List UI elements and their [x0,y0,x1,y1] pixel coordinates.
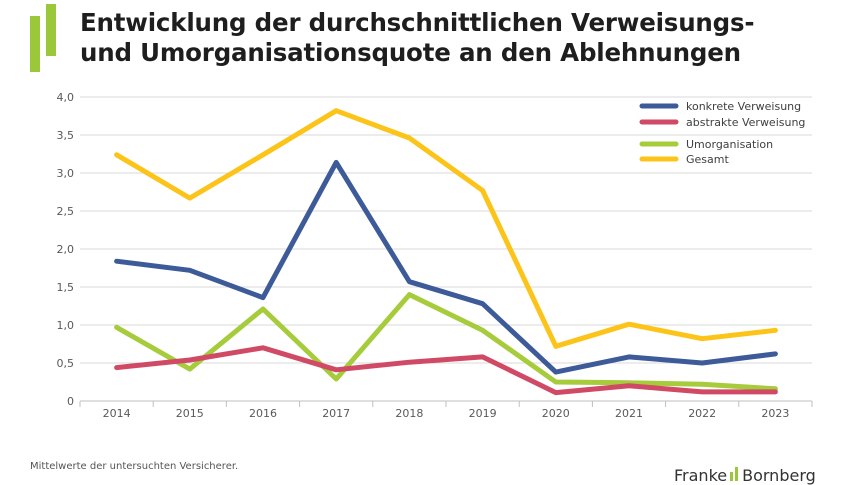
series-line-umorganisation [114,292,778,392]
series-line-konkrete-verweisung [114,159,778,375]
x-tick-label: 2015 [176,407,204,420]
logo-bar-left [30,16,40,72]
y-tick-label: 0,5 [57,357,75,370]
x-tick-label: 2022 [688,407,716,420]
y-tick-label: 3,5 [57,129,75,142]
x-tick-label: 2018 [395,407,423,420]
y-tick-label: 2,0 [57,243,75,256]
title-line-2: und Umorganisationsquote an den Ablehnun… [80,38,741,67]
series-line-gesamt [114,108,778,349]
y-tick-label: 1,0 [57,319,75,332]
brand-mark-icon [730,467,739,481]
y-tick-label: 0 [67,395,74,408]
footnote: Mittelwerte der untersuchten Versicherer… [30,461,239,472]
legend-label: Gesamt [686,153,729,166]
brand-name-right: Bornberg [742,466,816,485]
x-tick-label: 2017 [322,407,350,420]
logo-bars [30,4,60,72]
y-tick-label: 4,0 [57,91,75,104]
y-tick-label: 2,5 [57,205,75,218]
x-tick-label: 2016 [249,407,277,420]
series-line-abstrakte-verweisung [114,345,778,396]
x-tick-label: 2021 [615,407,643,420]
legend-label: konkrete Verweisung [686,100,801,113]
legend-label: abstrakte Verweisung [686,116,805,129]
title-line-1: Entwicklung der durchschnittlichen Verwe… [80,8,755,37]
page-title: Entwicklung der durchschnittlichen Verwe… [80,8,820,68]
x-tick-label: 2019 [469,407,497,420]
brand-name-left: Franke [674,466,728,485]
x-tick-label: 2023 [761,407,789,420]
x-tick-label: 2020 [542,407,570,420]
y-tick-label: 1,5 [57,281,75,294]
logo-bar-right [46,4,56,56]
x-tick-label: 2014 [103,407,131,420]
brand-logo: Franke Bornberg [674,466,816,485]
legend-label: Umorganisation [686,138,773,151]
y-tick-label: 3,0 [57,167,75,180]
